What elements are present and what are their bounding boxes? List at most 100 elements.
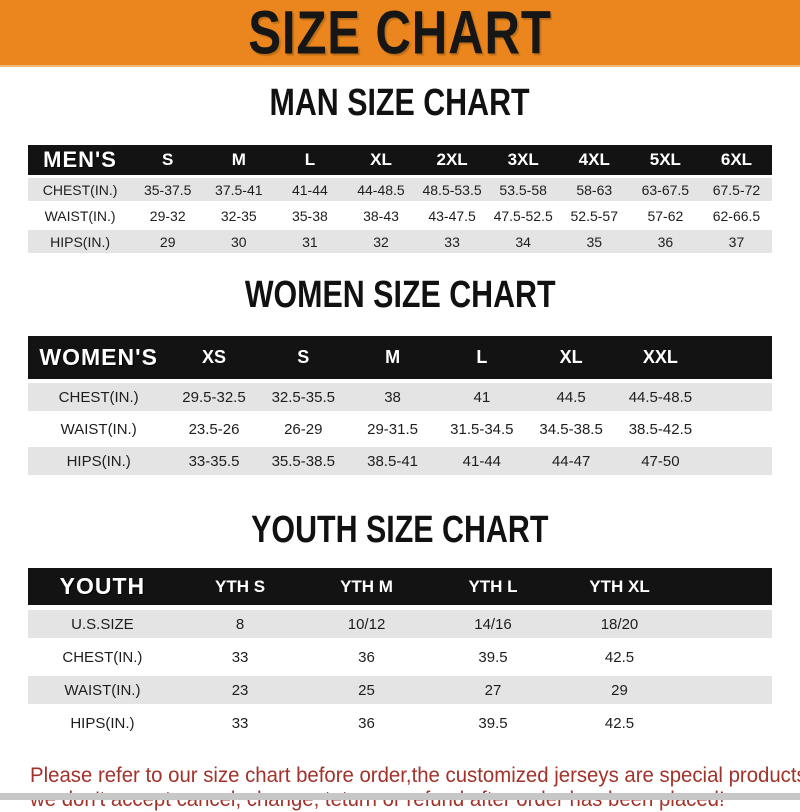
table-row: CHEST(IN.) 35-37.5 37.5-41 41-44 44-48.5 48.5… [28, 178, 772, 201]
size-column-header: YTH XL [556, 568, 683, 605]
size-value-cell: 52.5-57 [558, 204, 630, 227]
size-value-cell: 41-44 [437, 447, 527, 475]
size-value-cell: 44-47 [526, 447, 616, 475]
row-label: WAIST(IN.) [28, 676, 177, 704]
size-value-cell: 30 [203, 230, 275, 253]
size-value-cell: 23.5-26 [169, 415, 259, 443]
size-value-cell: 38.5-41 [347, 447, 438, 475]
size-column-header: XS [169, 336, 259, 379]
size-value-cell: 10/12 [303, 610, 430, 638]
row-filler [705, 447, 772, 475]
table-row: CHEST(IN.) 29.5-32.5 32.5-35.5 38 41 44.5 44.5… [28, 383, 772, 411]
youth-size-chart-title-text: YOUTH SIZE CHART [251, 509, 549, 551]
size-value-cell: 42.5 [556, 643, 683, 671]
size-value-cell: 35.5-38.5 [258, 447, 348, 475]
row-label: WAIST(IN.) [28, 204, 133, 227]
women-size-table-container: WOMEN'S XS S M L XL XXL CHEST(IN.) 29.5-32.5 32.5… [28, 332, 772, 479]
size-value-cell: 29-32 [132, 204, 204, 227]
size-column-header: 5XL [629, 145, 701, 175]
size-value-cell: 33 [176, 709, 304, 737]
man-size-chart-title: MAN SIZE CHART [0, 82, 800, 128]
size-value-cell: 14/16 [429, 610, 557, 638]
banner-title: SIZE CHART [248, 0, 552, 67]
size-value-cell: 37 [700, 230, 772, 253]
women-size-table: WOMEN'S XS S M L XL XXL CHEST(IN.) 29.5-32.5 32.5… [28, 332, 772, 479]
table-row: WAIST(IN.) 23 25 27 29 [28, 676, 772, 704]
row-filler [682, 610, 772, 638]
size-value-cell: 29-31.5 [347, 415, 438, 443]
table-row: CHEST(IN.) 33 36 39.5 42.5 [28, 643, 772, 671]
size-value-cell: 36 [303, 709, 430, 737]
size-value-cell: 32.5-35.5 [258, 383, 348, 411]
header-filler [682, 568, 772, 605]
size-value-cell: 67.5-72 [700, 178, 772, 201]
size-value-cell: 33 [176, 643, 304, 671]
row-label: CHEST(IN.) [28, 383, 170, 411]
men-header-row: MEN'S S M L XL 2XL 3XL 4XL 5XL 6XL [28, 145, 772, 175]
size-value-cell: 35 [558, 230, 630, 253]
size-column-header: XL [345, 145, 417, 175]
table-row: WAIST(IN.) 23.5-26 26-29 29-31.5 31.5-34.5 34… [28, 415, 772, 443]
size-value-cell: 39.5 [429, 643, 557, 671]
man-size-chart-title-text: MAN SIZE CHART [269, 82, 531, 124]
size-value-cell: 44.5 [526, 383, 616, 411]
women-header-row: WOMEN'S XS S M L XL XXL [28, 336, 772, 379]
disclaimer-line-1: Please refer to our size chart before or… [30, 763, 800, 788]
size-value-cell: 37.5-41 [203, 178, 275, 201]
size-value-cell: 48.5-53.5 [416, 178, 488, 201]
size-value-cell: 29.5-32.5 [169, 383, 259, 411]
size-value-cell: 42.5 [556, 709, 683, 737]
row-filler [705, 415, 772, 443]
size-value-cell: 8 [176, 610, 304, 638]
table-row: U.S.SIZE 8 10/12 14/16 18/20 [28, 610, 772, 638]
size-value-cell: 29 [132, 230, 204, 253]
size-value-cell: 63-67.5 [629, 178, 701, 201]
size-value-cell: 43-47.5 [416, 204, 488, 227]
size-column-header: L [274, 145, 346, 175]
size-value-cell: 33 [416, 230, 488, 253]
size-column-header: XL [526, 336, 616, 379]
size-value-cell: 25 [303, 676, 430, 704]
size-value-cell: 18/20 [556, 610, 683, 638]
size-value-cell: 39.5 [429, 709, 557, 737]
row-label: HIPS(IN.) [28, 709, 177, 737]
size-value-cell: 58-63 [558, 178, 630, 201]
size-column-header: M [347, 336, 438, 379]
women-size-chart-title-text: WOMEN SIZE CHART [244, 274, 556, 316]
row-label: U.S.SIZE [28, 610, 177, 638]
size-value-cell: 44-48.5 [345, 178, 417, 201]
size-value-cell: 36 [303, 643, 430, 671]
women-size-chart-title: WOMEN SIZE CHART [0, 274, 800, 320]
table-row: HIPS(IN.) 33 36 39.5 42.5 [28, 709, 772, 737]
size-value-cell: 41 [437, 383, 527, 411]
size-value-cell: 31.5-34.5 [437, 415, 527, 443]
table-row: WAIST(IN.) 29-32 32-35 35-38 38-43 43-47.5 47.… [28, 204, 772, 227]
size-value-cell: 29 [556, 676, 683, 704]
size-value-cell: 38-43 [345, 204, 417, 227]
row-filler [682, 643, 772, 671]
size-chart-banner: SIZE CHART [0, 0, 800, 67]
row-filler [682, 709, 772, 737]
size-column-header: 2XL [416, 145, 488, 175]
size-value-cell: 47.5-52.5 [487, 204, 559, 227]
size-value-cell: 36 [629, 230, 701, 253]
row-label: HIPS(IN.) [28, 447, 170, 475]
size-column-header: 3XL [487, 145, 559, 175]
row-label: HIPS(IN.) [28, 230, 133, 253]
size-column-header: YTH S [176, 568, 304, 605]
youth-size-table: YOUTH YTH S YTH M YTH L YTH XL U.S.SIZE 8 10/12… [28, 563, 772, 742]
size-column-header: L [437, 336, 527, 379]
size-value-cell: 34 [487, 230, 559, 253]
youth-header-row: YOUTH YTH S YTH M YTH L YTH XL [28, 568, 772, 605]
women-header-label: WOMEN'S [28, 336, 170, 379]
size-column-header: S [258, 336, 348, 379]
size-column-header: YTH L [429, 568, 557, 605]
size-value-cell: 31 [274, 230, 346, 253]
size-value-cell: 26-29 [258, 415, 348, 443]
youth-size-chart-title: YOUTH SIZE CHART [0, 509, 800, 555]
youth-size-table-container: YOUTH YTH S YTH M YTH L YTH XL U.S.SIZE 8 10/12… [28, 563, 772, 742]
row-label: WAIST(IN.) [28, 415, 170, 443]
size-value-cell: 34.5-38.5 [526, 415, 616, 443]
size-value-cell: 27 [429, 676, 557, 704]
size-column-header: 4XL [558, 145, 630, 175]
